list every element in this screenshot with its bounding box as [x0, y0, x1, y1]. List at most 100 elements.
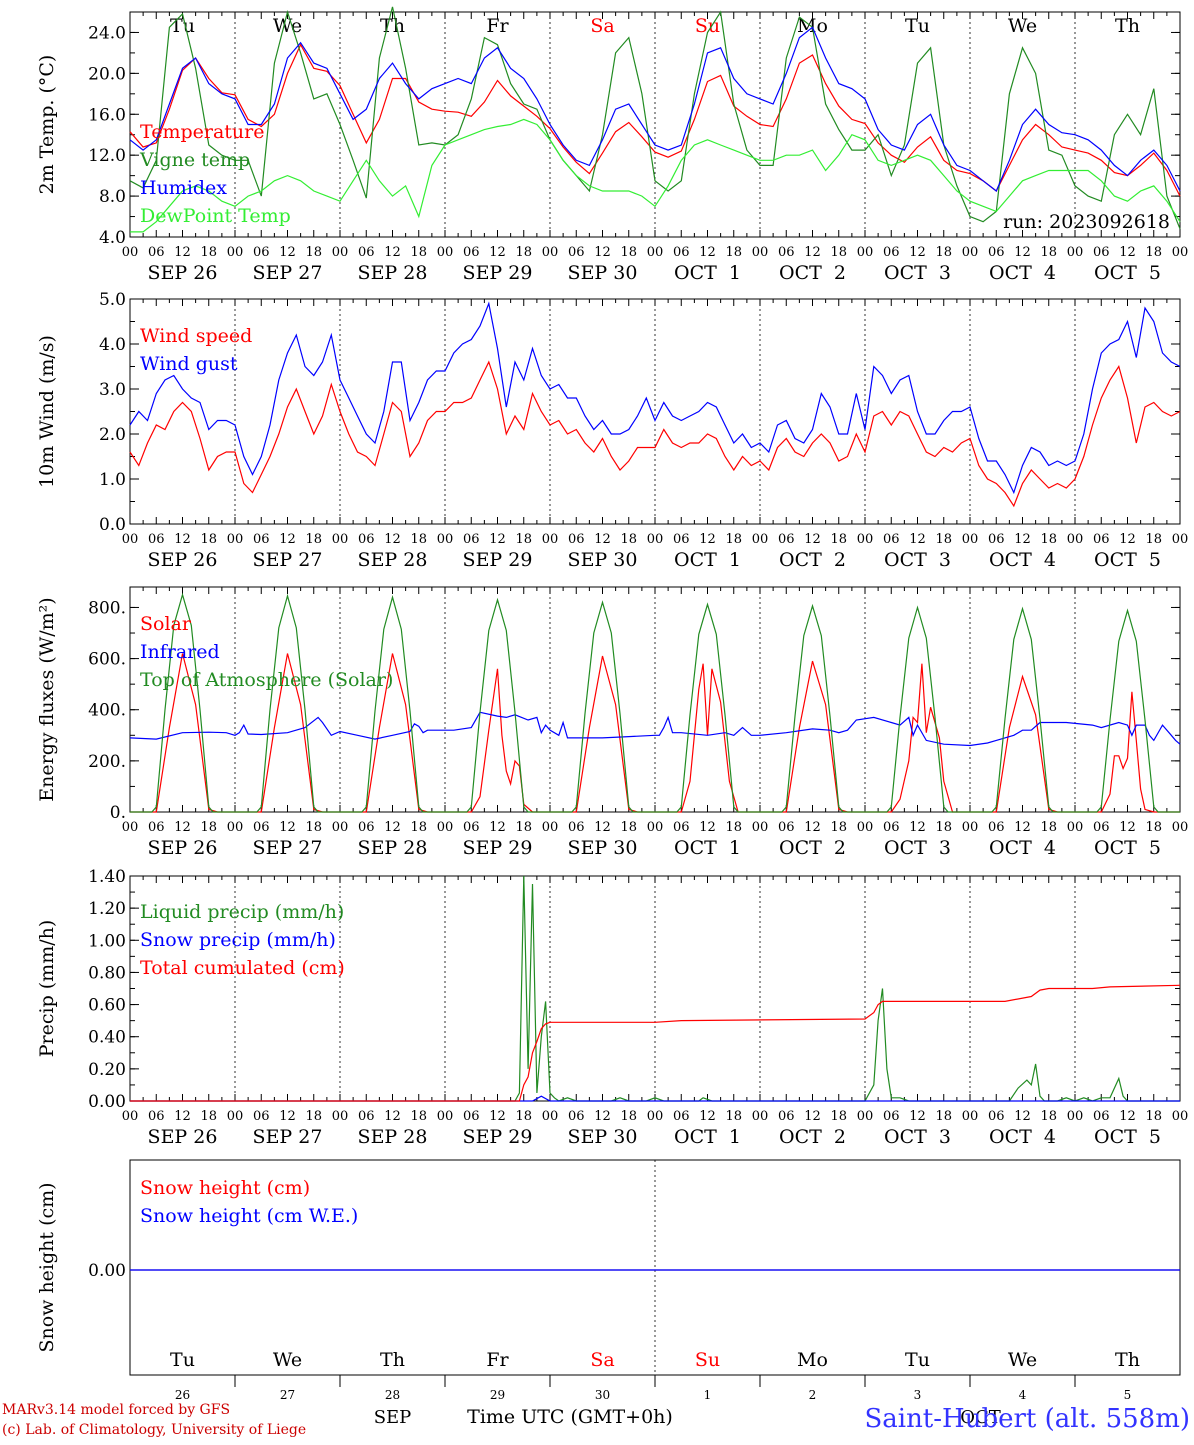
hour-tick-label: 00	[857, 1109, 874, 1124]
y-tick-label: 4.0	[99, 335, 126, 355]
y-tick-label: 20.0	[88, 64, 126, 84]
hour-tick-label: 06	[253, 820, 270, 835]
hour-tick-label: 00	[332, 820, 349, 835]
weekday-label: We	[1008, 1349, 1037, 1371]
legend-entry: Humidex	[140, 177, 227, 199]
day-number-label: 5	[1124, 1388, 1132, 1402]
hour-tick-label: 00	[437, 1109, 454, 1124]
hour-tick-label: 12	[1119, 245, 1136, 260]
series-wind-gust	[129, 301, 1181, 495]
y-tick-label: 3.0	[99, 380, 126, 400]
hour-tick-label: 06	[778, 1109, 795, 1124]
x-axis-label: Time UTC (GMT+0h)	[467, 1406, 673, 1428]
hour-tick-label: 06	[463, 245, 480, 260]
y-tick-label: 0.40	[88, 1028, 126, 1048]
hour-tick-label: 12	[909, 532, 926, 547]
hour-tick-label: 00	[1067, 532, 1084, 547]
y-tick-label: 0.20	[88, 1060, 126, 1080]
legend-entry: Vigne temp	[139, 149, 250, 171]
hour-tick-label: 12	[804, 1109, 821, 1124]
day-number-label: 3	[914, 1388, 922, 1402]
hour-tick-label: 00	[647, 820, 664, 835]
series-dewpoint-temp	[130, 118, 1181, 233]
hour-tick-label: 06	[673, 820, 690, 835]
hour-tick-label: 18	[515, 532, 532, 547]
date-label: SEP 26	[148, 1126, 218, 1148]
hour-tick-label: 18	[515, 820, 532, 835]
date-label: OCT 3	[884, 1126, 951, 1148]
weekday-label: Mo	[797, 1349, 828, 1371]
date-label: SEP 28	[358, 549, 428, 571]
date-label: OCT 2	[779, 837, 846, 859]
hour-tick-label: 00	[437, 820, 454, 835]
hour-tick-label: 18	[305, 245, 322, 260]
legend-entry: Snow height (cm)	[140, 1177, 310, 1199]
y-tick-label: 0.60	[88, 996, 126, 1016]
hour-tick-label: 06	[778, 532, 795, 547]
day-number-label: 1	[704, 1388, 712, 1402]
station-label: Saint-Hubert (alt. 558m)	[864, 1404, 1190, 1434]
weekday-label: Fr	[486, 1349, 509, 1371]
hour-tick-label: 00	[332, 1109, 349, 1124]
hour-tick-label: 18	[725, 245, 742, 260]
date-label: SEP 29	[463, 837, 533, 859]
day-number-label: 29	[490, 1388, 505, 1402]
hour-tick-label: 12	[594, 820, 611, 835]
hour-tick-label: 18	[305, 820, 322, 835]
hour-tick-label: 12	[489, 245, 506, 260]
hour-tick-label: 18	[620, 245, 637, 260]
y-tick-label: 0.00	[88, 1261, 126, 1281]
y-tick-label: 0.0	[99, 515, 126, 535]
hour-tick-label: 06	[1093, 1109, 1110, 1124]
legend-entry: Top of Atmosphere (Solar)	[140, 669, 393, 691]
hour-tick-label: 00	[227, 1109, 244, 1124]
hour-tick-label: 18	[305, 1109, 322, 1124]
y-tick-label: 1.00	[88, 931, 126, 951]
hour-tick-label: 12	[489, 532, 506, 547]
hour-tick-label: 00	[122, 245, 139, 260]
y-axis-label: 2m Temp. (°C)	[36, 55, 58, 195]
hour-tick-label: 06	[1093, 245, 1110, 260]
hour-tick-label: 00	[227, 532, 244, 547]
y-axis-label: Precip (mm/h)	[36, 920, 58, 1058]
hour-tick-label: 18	[1040, 1109, 1057, 1124]
date-label: SEP 26	[148, 837, 218, 859]
hour-tick-label: 18	[620, 532, 637, 547]
series-wind-speed	[129, 360, 1181, 508]
weekday-label: Tu	[170, 15, 195, 37]
hour-tick-label: 00	[647, 1109, 664, 1124]
hour-tick-label: 06	[1093, 820, 1110, 835]
hour-tick-label: 12	[909, 1109, 926, 1124]
hour-tick-label: 12	[1014, 532, 1031, 547]
legend-entry: Infrared	[140, 641, 220, 663]
hour-tick-label: 18	[200, 820, 217, 835]
y-tick-label: 600.	[88, 650, 126, 670]
hour-tick-label: 06	[568, 532, 585, 547]
hour-tick-label: 06	[463, 820, 480, 835]
hour-tick-label: 00	[857, 245, 874, 260]
hour-tick-label: 12	[384, 1109, 401, 1124]
hour-tick-label: 06	[988, 532, 1005, 547]
weekday-label: Su	[695, 15, 720, 37]
hour-tick-label: 00	[1172, 820, 1189, 835]
date-label: SEP 29	[463, 262, 533, 284]
hour-tick-label: 12	[174, 532, 191, 547]
series-vigne-temp	[129, 6, 1181, 230]
day-number-label: 2	[809, 1388, 817, 1402]
y-tick-label: 0.	[110, 803, 126, 823]
hour-tick-label: 18	[1040, 245, 1057, 260]
date-label: OCT 2	[779, 262, 846, 284]
y-tick-label: 5.0	[99, 290, 126, 310]
hour-tick-label: 12	[174, 820, 191, 835]
date-label: OCT 1	[674, 549, 741, 571]
hour-tick-label: 06	[883, 532, 900, 547]
hour-tick-label: 12	[279, 245, 296, 260]
y-tick-label: 24.0	[88, 23, 126, 43]
day-number-label: 28	[385, 1388, 400, 1402]
hour-tick-label: 18	[1145, 245, 1162, 260]
y-tick-label: 800.	[88, 598, 126, 618]
y-tick-label: 0.00	[88, 1092, 126, 1112]
copyright-credit: (c) Lab. of Climatology, University of L…	[2, 1422, 306, 1438]
hour-tick-label: 00	[1172, 532, 1189, 547]
hour-tick-label: 06	[358, 1109, 375, 1124]
